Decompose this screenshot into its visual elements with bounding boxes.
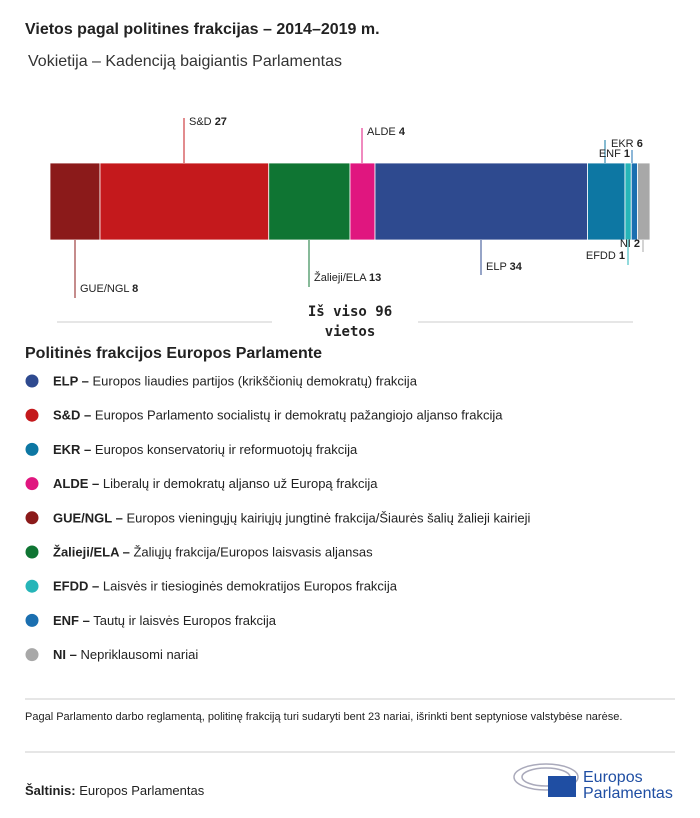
legend-entry: GUE/NGL – Europos vieningųjų kairiųjų ju…	[53, 510, 531, 525]
legend-description: Europos konservatorių ir reformuotojų fr…	[95, 442, 358, 457]
segment-label: NI 2	[620, 238, 640, 250]
segment-value: 1	[619, 250, 625, 262]
legend-abbr: ALDE –	[53, 476, 99, 491]
segment-label: ENF 1	[599, 148, 630, 160]
segment-label: ALDE 4	[367, 126, 406, 138]
legend-abbr: EFDD –	[53, 579, 99, 594]
segment-name: Žalieji/ELA	[314, 271, 367, 284]
segment-label: EKR 6	[611, 138, 643, 150]
legend-abbr: GUE/NGL –	[53, 510, 123, 525]
source-label: Šaltinis:	[25, 783, 76, 798]
bar-segment	[268, 162, 351, 241]
bar-segment	[624, 162, 632, 241]
legend-entry: Žalieji/ELA – Žaliųjų frakcija/Europos l…	[53, 545, 373, 560]
segment-label: EFDD 1	[586, 250, 625, 262]
legend-description: Europos liaudies partijos (krikščionių d…	[93, 374, 418, 389]
segment-name: EKR	[611, 138, 634, 150]
legend-abbr: S&D –	[53, 408, 91, 423]
bar-segment	[349, 162, 376, 241]
legend-marker	[25, 477, 39, 491]
bar-segment	[637, 162, 651, 241]
chart-subtitle: Vokietija – Kadenciją baigiantis Parlame…	[28, 53, 342, 70]
legend-abbr: ENF –	[53, 613, 90, 628]
segment-name: ELP	[486, 261, 507, 273]
legend-marker	[25, 408, 39, 422]
segment-value: 4	[399, 126, 406, 138]
legend-entry: ELP – Europos liaudies partijos (krikšči…	[53, 374, 418, 389]
legend-description: Tautų ir laisvės Europos frakcija	[93, 613, 277, 628]
segment-value: 1	[624, 148, 630, 160]
legend-entry: S&D – Europos Parlamento socialistų ir d…	[53, 408, 503, 423]
logo-text: Europos	[583, 769, 643, 786]
legend-description: Europos vieningųjų kairiųjų jungtinė fra…	[126, 510, 530, 525]
legend-description: Nepriklausomi nariai	[80, 647, 198, 662]
bar-segment	[587, 162, 626, 241]
legend-marker	[25, 545, 39, 559]
legend-abbr: ELP –	[53, 374, 89, 389]
legend-entry: ALDE – Liberalų ir demokratų aljanso už …	[53, 476, 378, 491]
legend-abbr: NI –	[53, 647, 77, 662]
legend-entry: EKR – Europos konservatorių ir reformuot…	[53, 442, 358, 457]
segment-name: S&D	[189, 116, 212, 128]
legend-entry: ENF – Tautų ir laisvės Europos frakcija	[53, 613, 277, 628]
legend-marker	[25, 442, 39, 456]
segment-value: 27	[215, 116, 227, 128]
legend-title: Politinės frakcijos Europos Parlamente	[25, 345, 322, 362]
bar-segment	[374, 162, 588, 241]
bar-segment	[630, 162, 638, 241]
bar-segment	[49, 162, 101, 241]
note: Pagal Parlamento darbo reglamentą, polit…	[25, 711, 623, 723]
legend-marker	[25, 374, 39, 388]
legend-description: Europos Parlamento socialistų ir demokra…	[95, 408, 503, 423]
total-label: Iš viso 96 vietos	[307, 304, 393, 340]
chart-title: Vietos pagal politines frakcijas – 2014–…	[25, 21, 380, 38]
logo: Europos Parlamentas	[513, 763, 673, 802]
source-text: Europos Parlamentas	[79, 783, 205, 798]
segment-label: Žalieji/ELA 13	[314, 271, 381, 284]
logo-text: Parlamentas	[583, 785, 673, 802]
segment-name: GUE/NGL	[80, 283, 129, 295]
segment-label: S&D 27	[189, 116, 227, 128]
legend-marker	[25, 511, 39, 525]
legend-marker	[25, 648, 39, 662]
segment-value: 2	[634, 238, 640, 250]
segment-label: ELP 34	[486, 261, 523, 273]
segment-name: ALDE	[367, 126, 396, 138]
source: Šaltinis: Europos Parlamentas	[25, 783, 204, 798]
segment-name: ENF	[599, 148, 621, 160]
legend-description: Laisvės ir tiesioginės demokratijos Euro…	[103, 579, 398, 594]
segment-value: 34	[510, 261, 523, 273]
segment-name: NI	[620, 238, 631, 250]
legend-abbr: EKR –	[53, 442, 91, 457]
segment-label: GUE/NGL 8	[80, 283, 138, 295]
segment-value: 13	[369, 272, 381, 284]
segment-name: EFDD	[586, 250, 616, 262]
legend-description: Žaliųjų frakcija/Europos laisvasis aljan…	[133, 545, 373, 560]
legend-description: Liberalų ir demokratų aljanso už Europą …	[103, 476, 378, 491]
legend-marker	[25, 613, 39, 627]
segment-value: 8	[132, 283, 138, 295]
bar-segment	[99, 162, 270, 241]
legend-marker	[25, 579, 39, 593]
legend-entry: NI – Nepriklausomi nariai	[53, 647, 198, 662]
legend-abbr: Žalieji/ELA –	[53, 545, 130, 560]
legend-entry: EFDD – Laisvės ir tiesioginės demokratij…	[53, 579, 398, 594]
segment-value: 6	[637, 138, 643, 150]
